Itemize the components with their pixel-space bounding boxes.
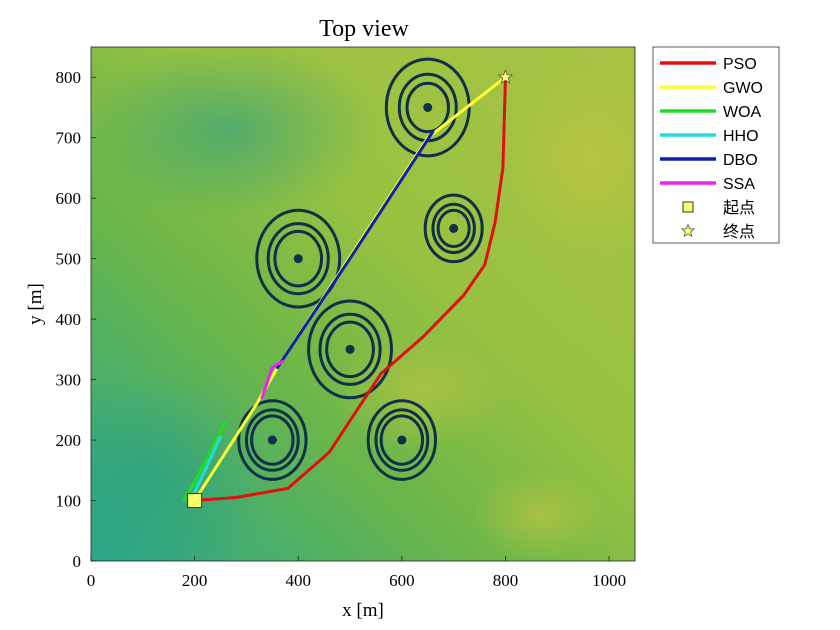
terrain-valley-shade	[91, 47, 380, 220]
legend-label-woa: WOA	[723, 104, 762, 121]
y-tick-label: 500	[56, 250, 82, 269]
series-line-hho	[187, 435, 222, 506]
obstacle-ring	[431, 202, 476, 255]
obstacle-ring	[307, 299, 393, 400]
y-tick-label: 100	[56, 492, 82, 511]
obstacle-ring	[250, 414, 295, 466]
obstacle-ring	[266, 222, 330, 296]
y-tick-label: 800	[56, 68, 82, 87]
legend-label-dbo: DBO	[723, 152, 758, 169]
obstacle-ring	[423, 193, 484, 264]
x-tick-label: 400	[285, 571, 311, 590]
obstacle-ring	[379, 414, 425, 466]
obstacle-ring	[405, 81, 450, 134]
x-tick-label: 600	[389, 571, 415, 590]
legend-label-ssa: SSA	[723, 176, 755, 193]
obstacle-group	[237, 57, 484, 481]
x-axis-label: x [m]	[342, 600, 384, 621]
obstacle-center-dot	[449, 223, 459, 233]
plot-area	[91, 47, 635, 561]
obstacle-center-dot	[345, 344, 355, 354]
legend-label-goal: 终点	[723, 223, 755, 241]
legend-label-pso: PSO	[723, 56, 757, 73]
obstacle-ring	[237, 399, 308, 481]
series-line-ssa	[260, 359, 285, 400]
obstacle-ring	[374, 408, 430, 472]
chart-title: Top view	[319, 16, 409, 42]
x-axis-ticks: 0 200 400 600 800 1000	[87, 556, 626, 590]
legend-box	[652, 46, 780, 244]
plot-frame	[90, 46, 636, 562]
y-tick-label: 300	[56, 371, 82, 390]
obstacle-ring	[384, 57, 471, 158]
start-marker	[187, 493, 203, 509]
obstacle-ring	[244, 408, 300, 472]
goal-marker	[497, 69, 514, 84]
obstacle-center-dot	[293, 254, 303, 264]
series-line-pso	[193, 75, 507, 502]
y-tick-label: 700	[56, 129, 82, 148]
legend-label-hho: HHO	[723, 128, 759, 145]
y-tick-label: 400	[56, 310, 82, 329]
obstacle-center-dot	[397, 435, 407, 445]
obstacle-ring	[366, 399, 438, 481]
obstacle-ring	[325, 320, 375, 379]
y-axis-ticks: 0 100 200 300 400 500 600 700 800	[56, 68, 96, 571]
obstacle-ring	[436, 208, 471, 249]
terrain-hill-shade	[330, 330, 510, 450]
y-axis-label: y [m]	[25, 283, 46, 325]
x-tick-label: 200	[182, 571, 208, 590]
x-tick-label: 800	[493, 571, 519, 590]
terrain-valley-shade	[91, 370, 270, 561]
obstacle-ring	[273, 229, 324, 288]
x-tick-label: 0	[87, 571, 96, 590]
y-tick-label: 200	[56, 431, 82, 450]
path-series-group	[182, 75, 507, 506]
terrain-hill-shade	[500, 60, 635, 260]
obstacle-center-dot	[423, 102, 433, 112]
obstacle-center-dot	[267, 435, 277, 445]
legend-label-gwo: GWO	[723, 80, 763, 97]
endpoint-markers	[187, 69, 514, 509]
series-line-woa	[182, 420, 228, 502]
terrain-hill-shade	[470, 470, 610, 560]
legend-goal-marker	[680, 223, 696, 238]
x-tick-label: 1000	[592, 571, 626, 590]
y-tick-label: 0	[73, 552, 82, 571]
obstacle-ring	[318, 312, 382, 386]
series-line-dbo	[276, 130, 435, 369]
legend-start-marker	[682, 201, 694, 213]
obstacle-ring	[255, 208, 342, 309]
legend-label-start: 起点	[723, 199, 755, 217]
y-tick-label: 600	[56, 189, 82, 208]
